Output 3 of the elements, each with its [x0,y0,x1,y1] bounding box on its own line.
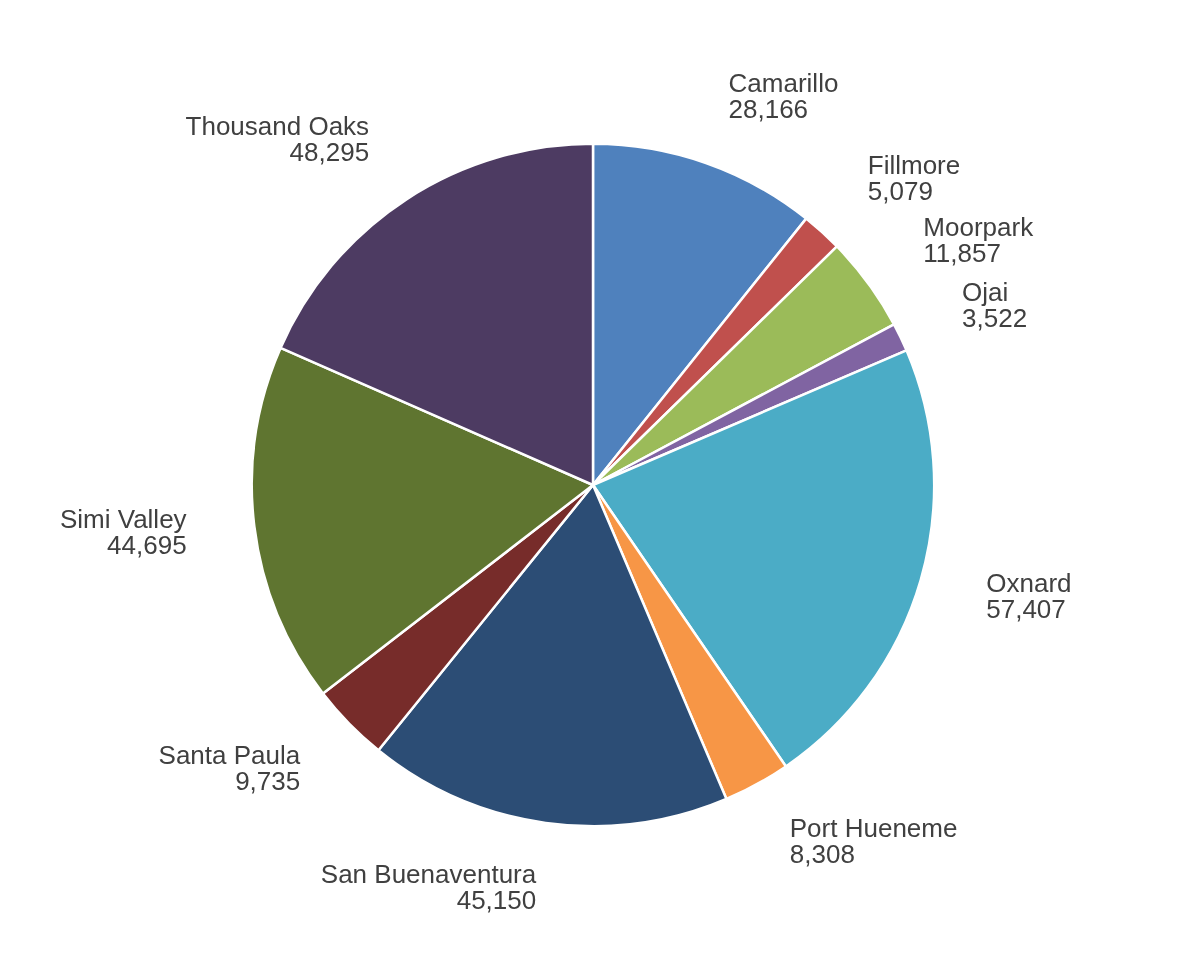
slice-label: Ojai [962,276,1009,307]
slice-label: Simi Valley [59,503,187,534]
slice-label: Moorpark [923,212,1035,243]
